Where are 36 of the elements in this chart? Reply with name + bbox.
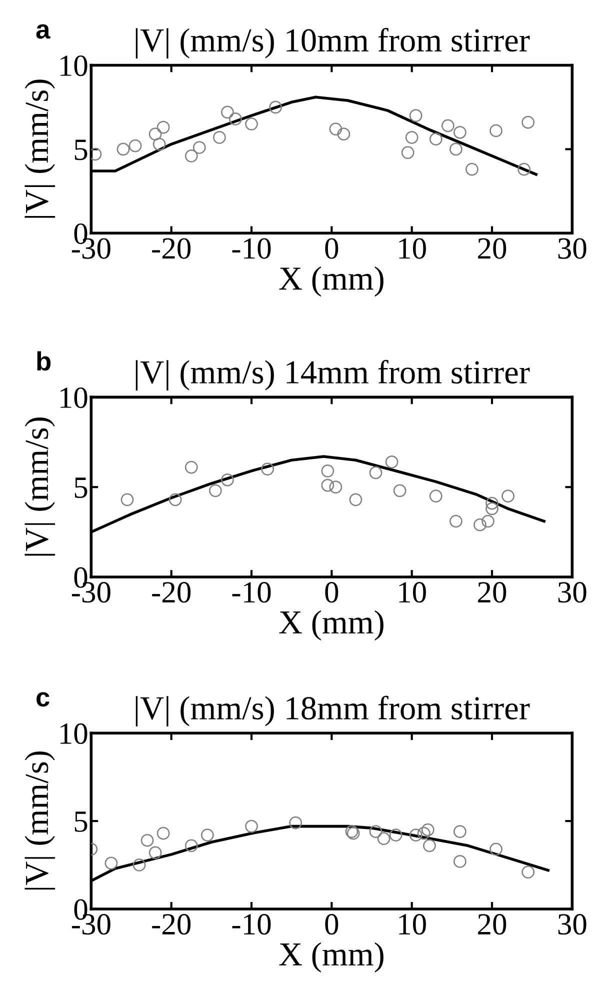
x-tick-label: -20 — [152, 238, 191, 259]
y-axis-title: |V| (mm/s) — [24, 80, 56, 218]
chart-title: |V| (mm/s) 18mm from stirrer — [136, 696, 530, 726]
x-tick-label: 10 — [399, 238, 426, 259]
y-tick-label: 5 — [74, 140, 88, 160]
x-axis-title: X (mm) — [279, 266, 384, 297]
x-tick-label: -10 — [232, 914, 271, 935]
text: a — [36, 24, 50, 39]
y-axis-title: |V| (mm/s) — [24, 418, 56, 556]
y-tick-label: 10 — [60, 723, 88, 744]
y-tick-label: 10 — [60, 387, 88, 408]
x-tick-label: 0 — [325, 914, 338, 935]
text: c — [36, 692, 50, 707]
x-tick-label: 0 — [325, 582, 338, 603]
chart-title: |V| (mm/s) 14mm from stirrer — [136, 360, 530, 390]
y-axis-title: |V| (mm/s) — [24, 751, 56, 890]
text: b — [37, 351, 51, 371]
y-tick-label: 5 — [74, 478, 88, 498]
chart-title: |V| (mm/s) 10mm from stirrer — [136, 28, 530, 59]
x-tick-label: -20 — [152, 914, 191, 935]
x-tick-label: 30 — [558, 582, 586, 603]
x-tick-label: 10 — [399, 914, 426, 935]
x-axis-title: X (mm) — [279, 942, 384, 972]
x-tick-label: -20 — [152, 582, 191, 603]
x-tick-label: 20 — [478, 914, 506, 935]
y-tick-label: 10 — [60, 55, 88, 76]
x-tick-label: 20 — [478, 238, 506, 259]
x-axis-title: X (mm) — [279, 610, 384, 640]
x-tick-label: -10 — [232, 582, 271, 603]
x-tick-label: 30 — [558, 238, 586, 259]
x-tick-label: 0 — [325, 238, 338, 259]
x-tick-label: 30 — [558, 914, 586, 935]
x-tick-label: 20 — [478, 582, 506, 603]
x-tick-label: -10 — [232, 238, 271, 259]
x-tick-label: 10 — [399, 582, 426, 603]
y-tick-label: 5 — [74, 812, 88, 832]
